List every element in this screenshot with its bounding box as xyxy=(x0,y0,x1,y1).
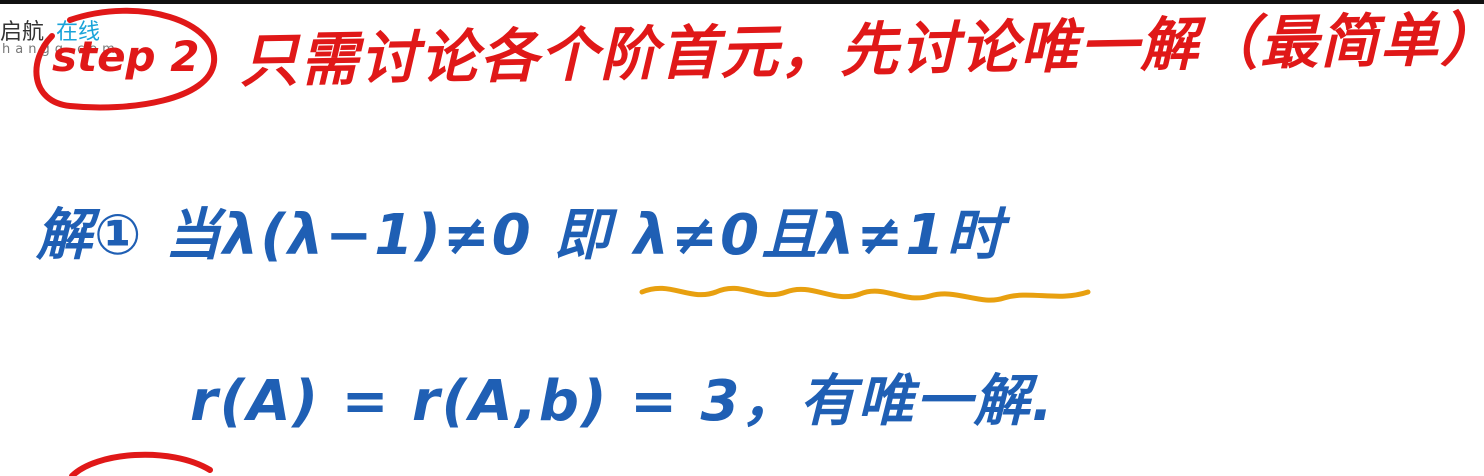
watermark-brand-part2: 在线 xyxy=(56,20,101,45)
wavy-underline-annotation xyxy=(639,285,1091,303)
solution-condition-line: 解① 当λ(λ−1)≠0 即 λ≠0且λ≠1时 xyxy=(36,203,1005,268)
solution-rank-line: r(A) = r(A,b) = 3，有唯一解. xyxy=(190,369,1055,434)
step-label: step 2 xyxy=(52,32,200,81)
watermark-url: hangg.com xyxy=(2,42,120,57)
top-border xyxy=(0,0,1484,4)
step-circle-annotation xyxy=(33,7,218,111)
watermark-logo: 启航 在线 hangg.com xyxy=(0,14,130,74)
next-step-circle-annotation xyxy=(69,451,213,476)
watermark-brand-part1: 启航 xyxy=(0,20,45,45)
